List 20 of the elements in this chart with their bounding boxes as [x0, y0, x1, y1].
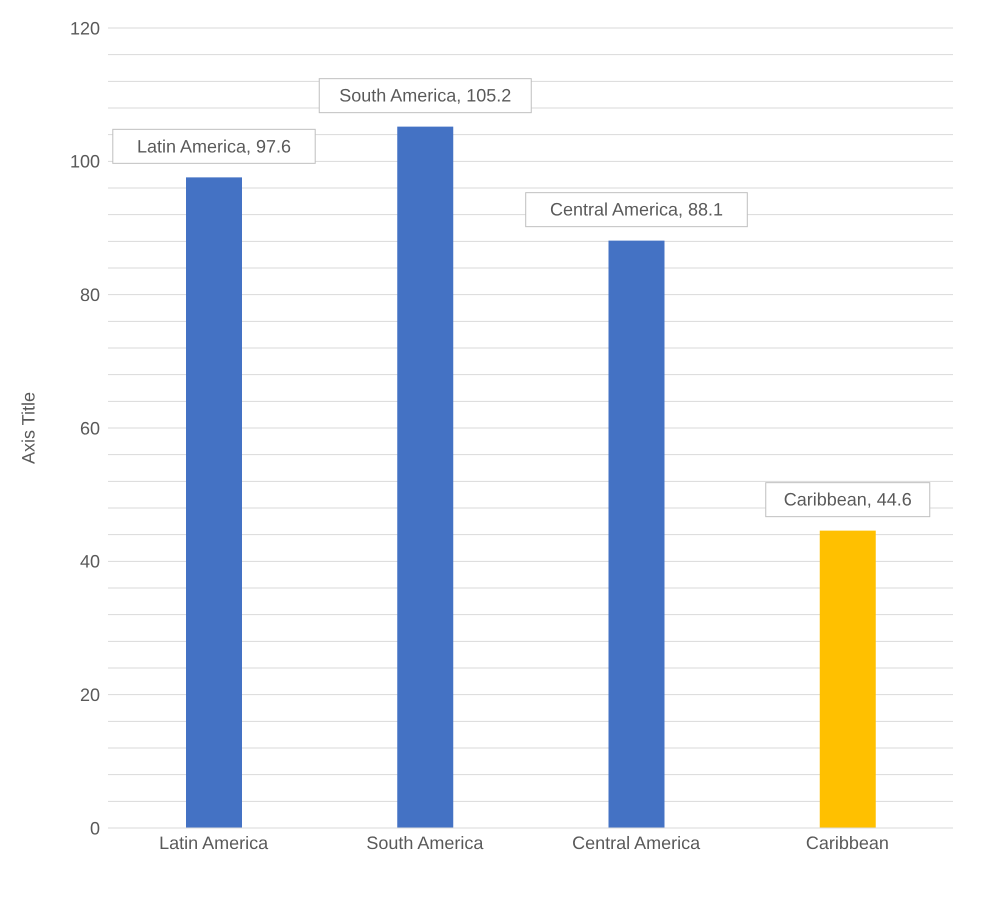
x-tick-label: Latin America: [159, 832, 270, 853]
y-tick-label: 20: [80, 685, 100, 706]
y-tick-label: 60: [80, 418, 100, 438]
y-tick-label: 80: [80, 285, 100, 306]
bar: [186, 177, 242, 828]
y-tick-label: 100: [70, 152, 100, 172]
x-tick-label: Central America: [572, 832, 702, 853]
x-tick-label: Caribbean: [806, 832, 889, 853]
y-axis-title: Axis Title: [18, 392, 38, 464]
bar: [608, 240, 664, 828]
y-tick-label: 120: [70, 18, 100, 38]
data-label: Central America, 88.1: [550, 200, 724, 220]
y-tick-label: 40: [80, 552, 100, 572]
bar: [820, 530, 876, 828]
y-tick-label: 0: [90, 818, 100, 838]
data-label: Latin America, 97.6: [136, 136, 292, 156]
bar: [397, 126, 454, 828]
data-label: Caribbean, 44.6: [784, 490, 912, 510]
x-tick-label: South America: [366, 832, 484, 853]
data-label: South America, 105.2: [339, 86, 512, 106]
